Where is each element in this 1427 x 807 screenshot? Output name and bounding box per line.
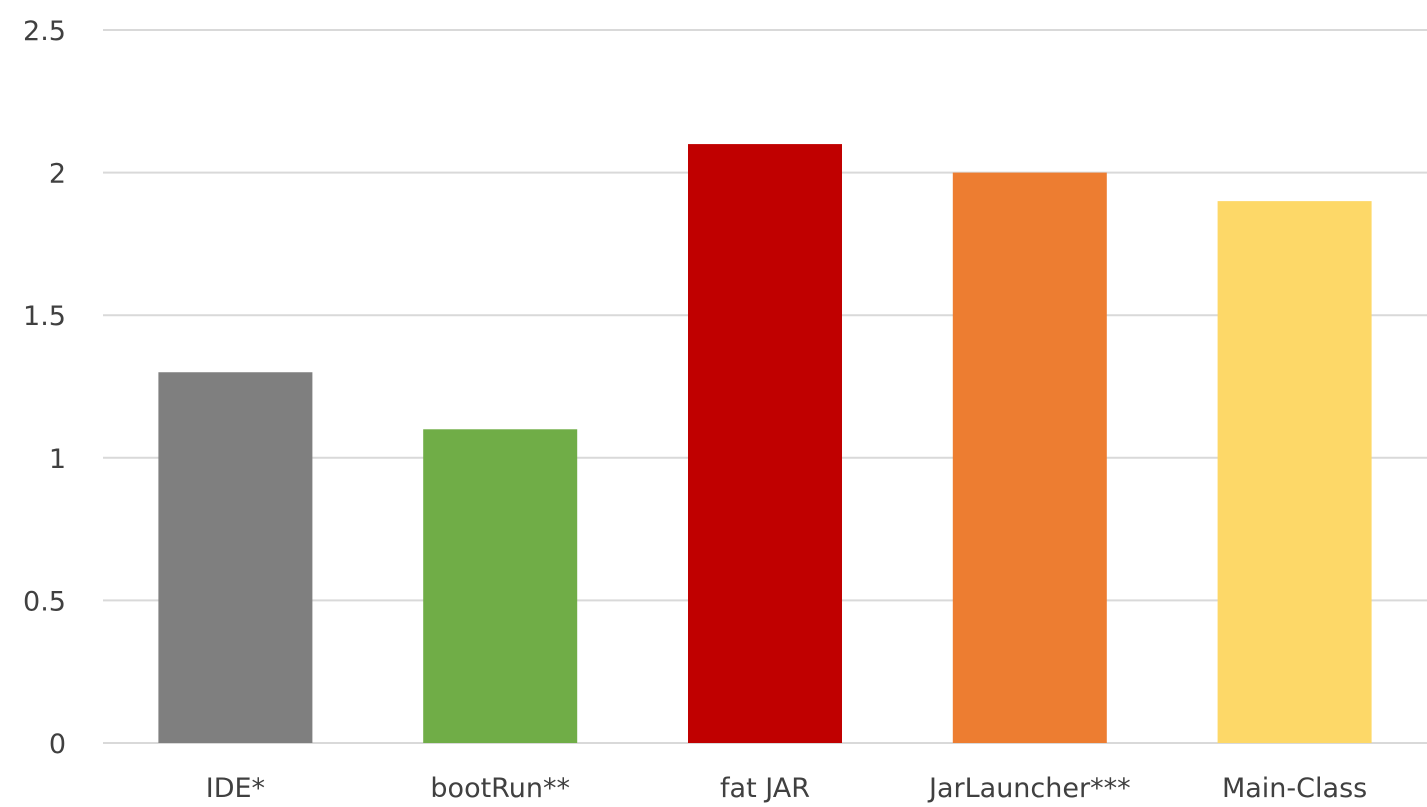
bars xyxy=(158,144,1372,744)
bar-4 xyxy=(952,172,1107,744)
y-tick-label: 2 xyxy=(49,159,66,190)
y-tick-label: 2.5 xyxy=(23,16,66,47)
y-tick-label: 0.5 xyxy=(23,586,66,617)
y-tick-label: 0 xyxy=(49,729,66,760)
x-axis-labels: IDE* bootRun** fat JAR JarLauncher*** Main-C… xyxy=(206,773,1367,804)
bar-2 xyxy=(423,429,578,743)
bar-5 xyxy=(1217,201,1372,743)
y-axis-ticks: 0 0.5 1 1.5 2 2.5 xyxy=(23,16,66,760)
x-category-label: bootRun** xyxy=(430,773,570,804)
x-category-label: IDE* xyxy=(206,773,265,804)
x-category-label: JarLauncher*** xyxy=(927,773,1131,804)
bar-1 xyxy=(158,372,313,743)
y-tick-label: 1 xyxy=(49,444,66,475)
x-category-label: fat JAR xyxy=(720,773,810,804)
bar-3 xyxy=(688,144,842,743)
x-category-label: Main-Class xyxy=(1222,773,1367,804)
y-tick-label: 1.5 xyxy=(23,301,66,332)
